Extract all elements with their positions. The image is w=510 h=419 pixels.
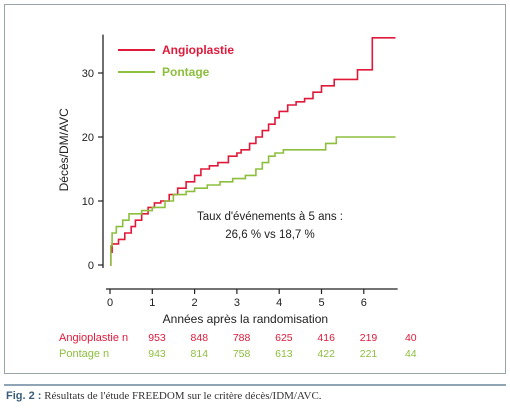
at-risk-value: 943 [148, 348, 166, 360]
x-tick-label: 1 [149, 297, 155, 309]
at-risk-value: 416 [317, 332, 335, 344]
figure-frame: 0 10 20 30 0 1 2 3 4 5 6 Années après la randomisat… [4, 4, 506, 374]
caption-text: Résultats de l'étude FREEDOM sur le crit… [44, 390, 322, 402]
y-tick-label: 0 [88, 260, 94, 272]
y-axis-label: Décès/DM/AVC [57, 108, 71, 191]
annotation-line-2: 26,6 % vs 18,7 % [225, 229, 315, 241]
y-tick-label: 10 [82, 196, 94, 208]
annotation-line-1: Taux d'événements à 5 ans : [197, 211, 343, 223]
at-risk-value: 40 [405, 332, 417, 344]
figure-caption: Fig. 2 : Résultats de l'étude FREEDOM su… [6, 390, 322, 402]
x-tick-label: 3 [234, 297, 240, 309]
at-risk-row-label: Angioplastie n [59, 332, 128, 344]
at-risk-value: 44 [405, 348, 417, 360]
x-tick-label: 6 [361, 297, 367, 309]
x-tick-label: 0 [107, 297, 113, 309]
at-risk-value: 848 [191, 332, 209, 344]
y-tick-label: 20 [82, 132, 94, 144]
at-risk-value: 953 [148, 332, 166, 344]
y-tick-label: 30 [82, 68, 94, 80]
km-chart: 0 10 20 30 0 1 2 3 4 5 6 Années après la randomisat… [57, 34, 417, 360]
caption-rule [4, 384, 506, 386]
at-risk-value: 814 [191, 348, 209, 360]
at-risk-value: 221 [360, 348, 378, 360]
at-risk-value: 788 [233, 332, 251, 344]
at-risk-value: 758 [233, 348, 251, 360]
series-line-angioplastie [110, 37, 396, 266]
at-risk-value: 219 [360, 332, 378, 344]
legend-label: Pontage [162, 65, 210, 79]
at-risk-value: 625 [275, 332, 293, 344]
x-axis-label: Années après la randomisation [163, 312, 328, 326]
x-tick-label: 5 [318, 297, 324, 309]
x-tick-label: 4 [276, 297, 282, 309]
x-tick-label: 2 [192, 297, 198, 309]
at-risk-value: 613 [275, 348, 293, 360]
series-line-pontage [110, 136, 396, 266]
caption-label: Fig. 2 : [6, 390, 42, 402]
at-risk-value: 422 [317, 348, 335, 360]
at-risk-row-label: Pontage n [59, 348, 109, 360]
legend-label: Angioplastie [162, 43, 234, 57]
